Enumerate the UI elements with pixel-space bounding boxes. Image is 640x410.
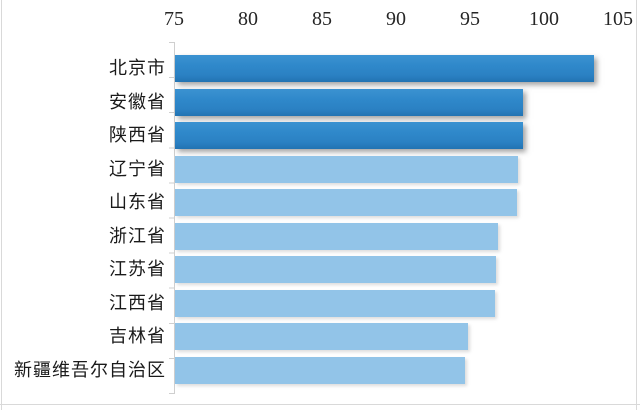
x-axis-tick-label: 95	[460, 8, 480, 30]
bar-row-4	[175, 189, 517, 216]
category-label: 山东省	[109, 192, 166, 212]
category-label: 浙江省	[109, 225, 166, 246]
category-label: 吉林省	[109, 326, 166, 346]
category-label: 江苏省	[109, 259, 166, 279]
bar-row-9	[175, 356, 466, 384]
bar-row-8	[175, 323, 469, 350]
category-axis-ticks	[169, 42, 175, 394]
bar-row-1	[175, 88, 523, 116]
x-axis-tick-label: 90	[386, 8, 406, 30]
category-label: 辽宁省	[109, 158, 166, 179]
x-axis-tick-label: 80	[238, 8, 258, 30]
bar-row-0	[175, 55, 594, 82]
x-axis-tick-label: 85	[312, 8, 332, 30]
bar-row-3	[175, 155, 519, 183]
bar-row-6	[175, 256, 497, 283]
category-label: 北京市	[109, 58, 166, 78]
x-axis-tick-label: 105	[603, 8, 633, 30]
category-label: 陕西省	[109, 125, 166, 145]
x-axis-tick-label: 75	[164, 8, 184, 30]
chart-border-left	[1, 0, 2, 410]
bar-row-5	[175, 222, 498, 250]
bar-row-2	[175, 122, 523, 149]
x-axis-tick-label: 100	[529, 8, 559, 30]
chart-border-bottom	[0, 404, 640, 405]
category-label: 江西省	[109, 292, 166, 313]
category-label: 安徽省	[109, 91, 166, 112]
chart-border-right	[636, 0, 637, 410]
category-label: 新疆维吾尔自治区	[14, 359, 166, 380]
bar-row-7	[175, 289, 495, 317]
